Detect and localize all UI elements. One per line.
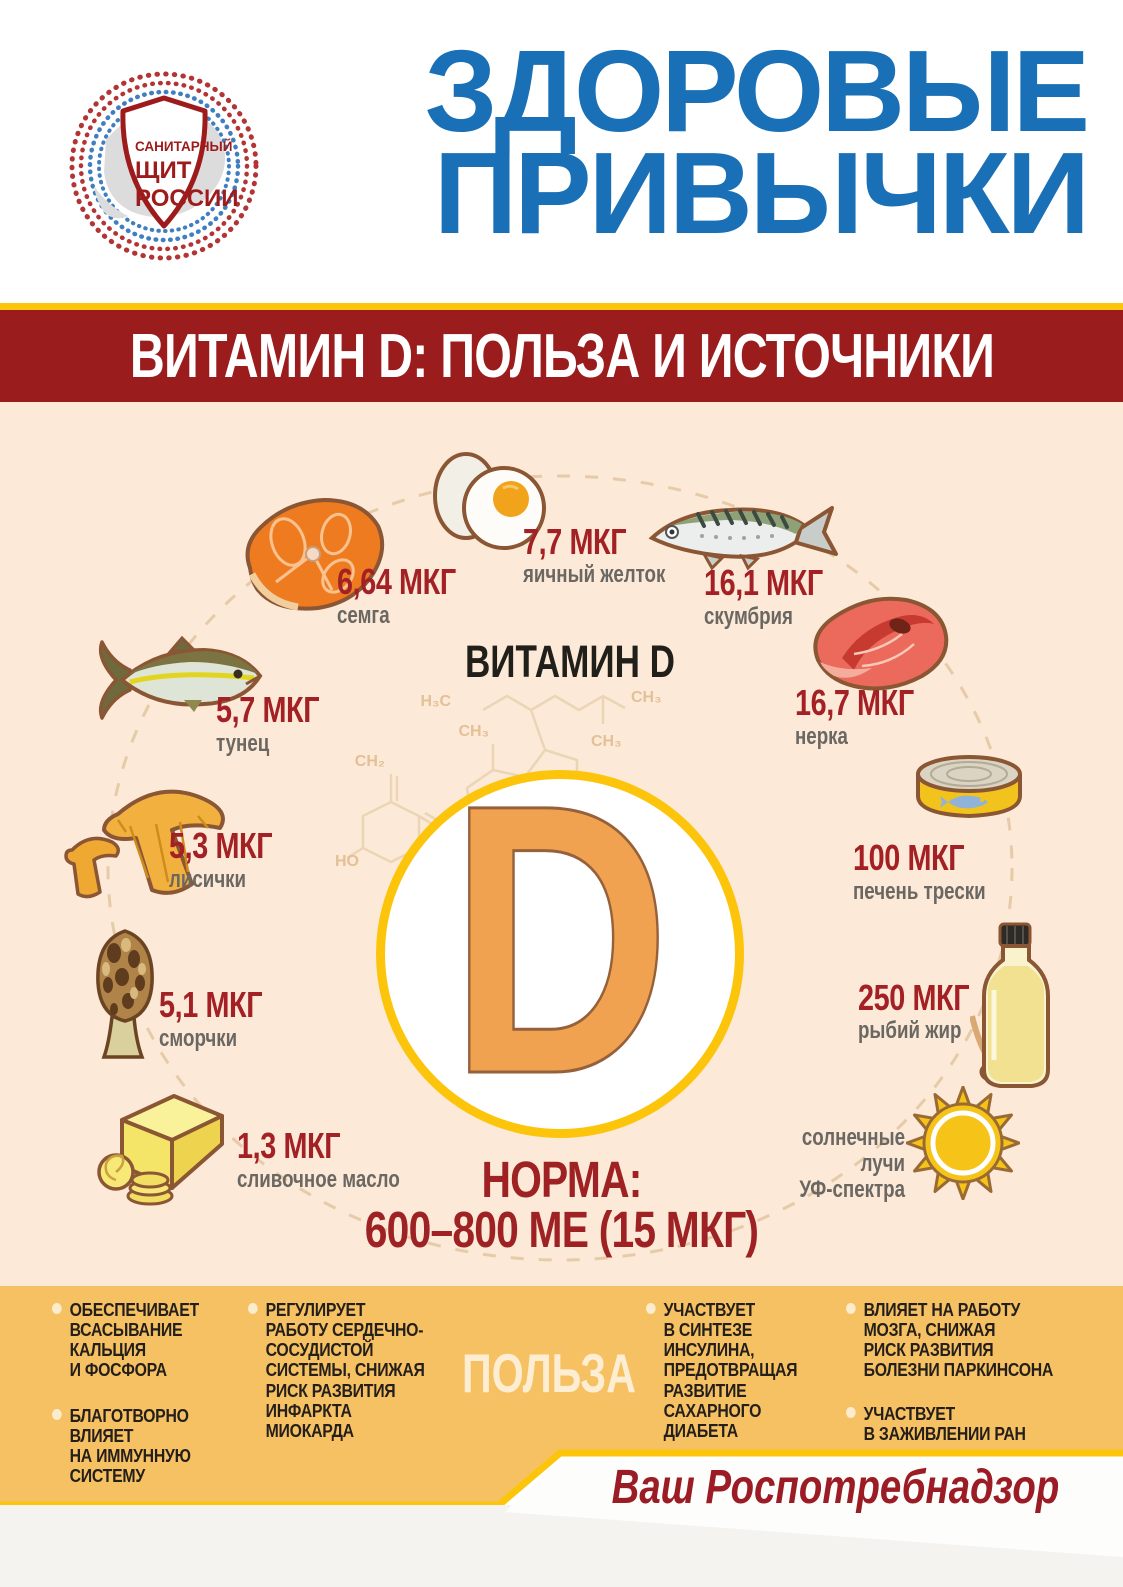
norm-value: 600–800 МЕ (15 МКГ) [364,1201,759,1258]
benefits-label: ПОЛЬЗА [462,1342,636,1404]
value-chanterelle: 5,3 МКГ [169,825,273,866]
value-egg: 7,7 МКГ [523,521,627,562]
label-egg: яичный желток [523,561,666,588]
label-cod-liver: печень трески [853,878,986,905]
norm-heading: НОРМА: [481,1151,642,1208]
mackerel-icon [648,506,838,571]
molecule-label-ch2: CH₂ [355,753,385,770]
value-butter: 1,3 МКГ [237,1125,341,1166]
molecule-label-ho: HO [335,853,359,870]
center-heading: ВИТАМИН D [464,636,676,687]
value-sockeye: 16,7 МКГ [795,682,914,723]
benefit-item-heart: РЕГУЛИРУЕТ РАБОТУ СЕРДЕЧНО- СОСУДИСТОЙ С… [248,1300,433,1441]
label-morel: сморчки [159,1025,238,1052]
tuna-icon [98,636,263,720]
sockeye-steak-icon [813,596,949,691]
section-banner: ВИТАМИН D: ПОЛЬЗА И ИСТОЧНИКИ [0,303,1123,402]
butter-icon [97,1094,224,1206]
molecule-label-ch3-right: CH₃ [631,689,662,706]
benefit-item-insulin: УЧАСТВУЕТ В СИНТЕЗЕ ИНСУЛИНА, ПРЕДОТВРАЩ… [646,1300,831,1441]
logo-text-line1: САНИТАРНЫЙ [135,139,232,154]
value-mackerel: 16,1 МКГ [704,562,823,603]
benefit-item-immune: БЛАГОТВОРНО ВЛИЯЕТ НА ИММУННУЮ СИСТЕМУ [52,1406,228,1487]
molecule-label-h3c: H₃C [420,693,451,710]
value-cod-liver: 100 МКГ [853,837,965,878]
logo-text-line3: РОССИИ [135,185,239,212]
value-morel: 5,1 МКГ [159,984,263,1025]
footer-background [0,1460,1123,1587]
label-butter: сливочное масло [237,1166,400,1193]
poster-title: ЗДОРОВЫЕ ПРИВЫЧКИ [424,26,1090,259]
molecule-label-ch3-ring: CH₃ [458,723,489,740]
vitamin-d-badge: D [376,746,744,1138]
value-salmon: 6,64 МКГ [337,561,456,602]
logo-text-line2: ЩИТ [135,157,192,184]
cod-liver-can-icon [916,755,1022,819]
vitamin-d-letter: D [448,725,672,1154]
chanterelle-icon [64,789,225,899]
label-sockeye: нерка [795,723,848,750]
benefit-item-calcium: ОБЕСПЕЧИВАЕТ ВСАСЫВАНИЕ КАЛЬЦИЯ И ФОСФОР… [52,1300,228,1381]
egg-yolk-icon [433,452,546,550]
label-fish-oil: рыбий жир [858,1017,962,1044]
value-tuna: 5,7 МКГ [216,689,320,730]
sanitary-shield-logo-icon: САНИТАРНЫЙ ЩИТ РОССИИ [67,69,261,263]
label-chanterelle: лисички [169,866,247,893]
morel-icon [96,929,154,1059]
label-mackerel: скумбрия [704,603,793,630]
benefit-item-wounds: УЧАСТВУЕТ В ЗАЖИВЛЕНИИ РАН [846,1404,1057,1444]
value-fish-oil: 250 МКГ [858,977,970,1018]
footer-signature: Ваш Роспотребнадзор [611,1461,1060,1514]
fish-oil-bottle-icon [970,922,1050,1088]
molecule-label-ch3-mid: CH₃ [591,733,622,750]
sun-icon [906,1086,1020,1200]
benefit-item-brain: ВЛИЯЕТ НА РАБОТУ МОЗГА, СНИЖАЯ РИСК РАЗВ… [846,1300,1057,1381]
label-sun-rays: солнечные лучи УФ-спектра [799,1124,905,1203]
banner-text: ВИТАМИН D: ПОЛЬЗА И ИСТОЧНИКИ [129,321,994,391]
salmon-steak-icon [245,497,385,611]
label-salmon: семга [337,602,390,629]
label-tuna: тунец [216,730,270,757]
